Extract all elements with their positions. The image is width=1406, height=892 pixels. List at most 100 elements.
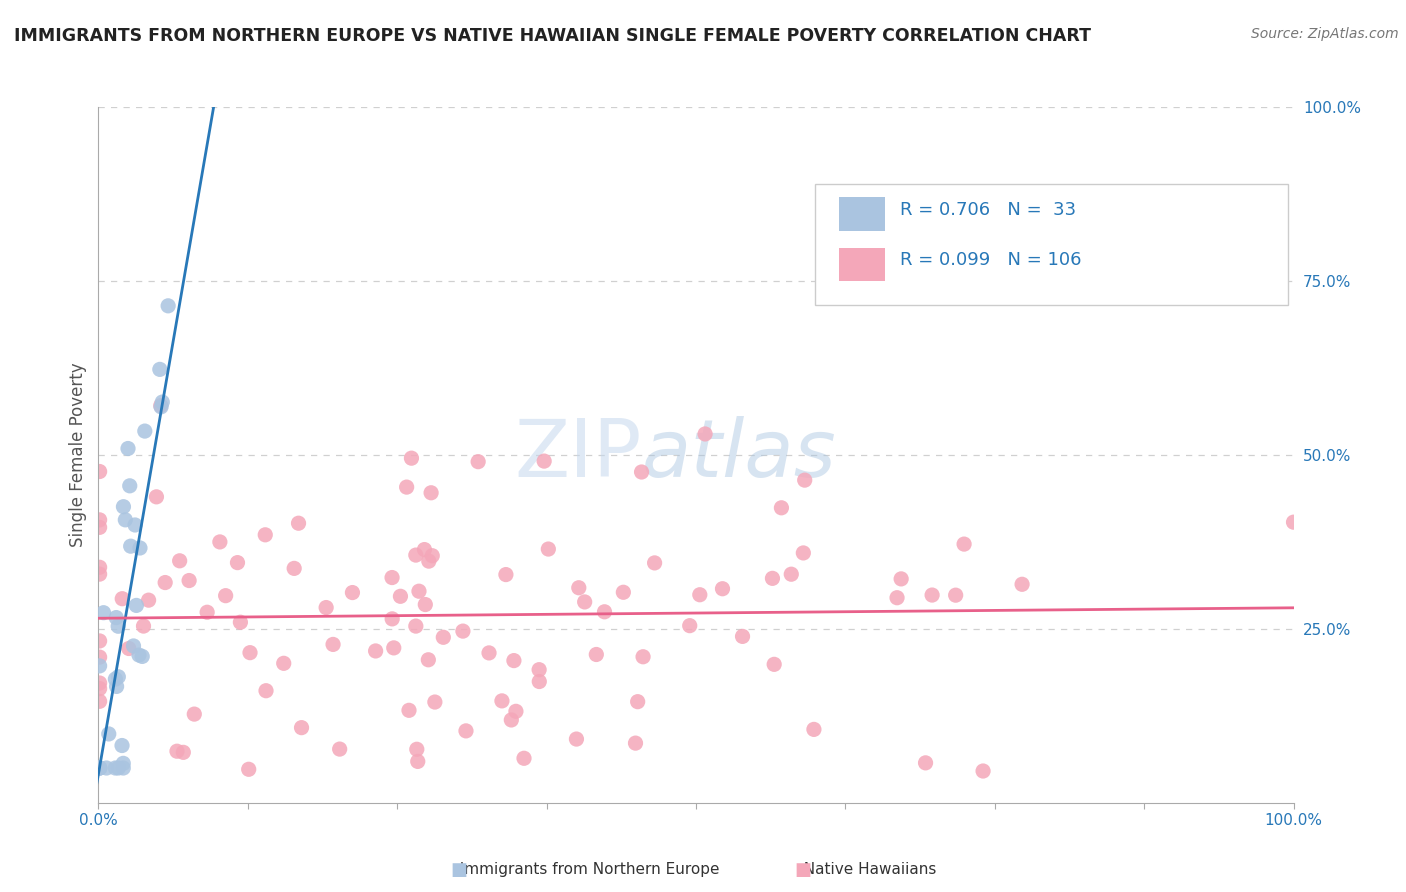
- Point: [89, 659, 111, 673]
- Point: [226, 556, 249, 570]
- Point: [423, 695, 446, 709]
- Point: [527, 663, 550, 677]
- Point: [89, 650, 111, 665]
- Point: [501, 713, 523, 727]
- Point: [420, 549, 443, 563]
- Point: [96, 761, 118, 775]
- Point: [208, 535, 231, 549]
- Point: [166, 744, 188, 758]
- Point: [273, 657, 295, 671]
- Point: [89, 513, 111, 527]
- Point: [1282, 515, 1305, 529]
- Point: [953, 537, 976, 551]
- Point: [315, 600, 337, 615]
- Point: [149, 399, 172, 413]
- Point: [107, 670, 129, 684]
- Point: [229, 615, 252, 630]
- Point: [239, 646, 262, 660]
- Point: [89, 465, 111, 479]
- Point: [921, 588, 943, 602]
- Point: [157, 299, 180, 313]
- Point: [761, 571, 783, 585]
- Point: [408, 584, 430, 599]
- Point: [731, 629, 754, 643]
- Point: [195, 605, 218, 619]
- Point: [478, 646, 501, 660]
- Point: [945, 588, 967, 602]
- Point: [89, 634, 111, 648]
- Point: [124, 518, 146, 533]
- Point: [627, 695, 650, 709]
- Point: [290, 721, 312, 735]
- Point: [763, 657, 786, 672]
- Point: [105, 610, 128, 624]
- Point: [503, 654, 526, 668]
- Point: [122, 639, 145, 653]
- Point: [1011, 577, 1033, 591]
- Point: [118, 641, 141, 656]
- Point: [238, 762, 260, 776]
- Point: [131, 649, 153, 664]
- Point: [214, 589, 236, 603]
- Point: [183, 707, 205, 722]
- Point: [129, 541, 152, 555]
- Point: [537, 542, 560, 557]
- Point: [406, 755, 429, 769]
- Point: [89, 520, 111, 534]
- Point: [364, 644, 387, 658]
- Point: [513, 751, 536, 765]
- Point: [533, 454, 555, 468]
- Text: Immigrants from Northern Europe: Immigrants from Northern Europe: [450, 863, 720, 877]
- Point: [89, 676, 111, 690]
- FancyBboxPatch shape: [815, 184, 1288, 305]
- Point: [972, 764, 994, 778]
- Text: ZIP: ZIP: [515, 416, 643, 494]
- Point: [89, 694, 111, 708]
- Y-axis label: Single Female Poverty: Single Female Poverty: [69, 363, 87, 547]
- Point: [624, 736, 647, 750]
- Point: [89, 560, 111, 574]
- Point: [432, 630, 454, 644]
- Point: [418, 554, 440, 568]
- Point: [89, 567, 111, 582]
- Point: [112, 500, 135, 514]
- Point: [132, 619, 155, 633]
- Point: [150, 395, 173, 409]
- Text: Source: ZipAtlas.com: Source: ZipAtlas.com: [1251, 27, 1399, 41]
- Point: [104, 672, 127, 686]
- Point: [679, 618, 702, 632]
- Point: [574, 595, 596, 609]
- Point: [420, 485, 443, 500]
- Point: [914, 756, 936, 770]
- Point: [322, 637, 344, 651]
- Point: [780, 567, 803, 582]
- Point: [405, 742, 427, 756]
- Point: [689, 588, 711, 602]
- Text: R = 0.706   N =  33: R = 0.706 N = 33: [900, 201, 1077, 219]
- Point: [342, 585, 364, 599]
- Point: [107, 761, 129, 775]
- Point: [153, 575, 176, 590]
- Point: [454, 723, 477, 738]
- Text: ■: ■: [450, 861, 467, 879]
- Point: [495, 567, 517, 582]
- Point: [150, 400, 173, 414]
- Point: [401, 451, 423, 466]
- Point: [405, 548, 427, 562]
- Point: [389, 590, 412, 604]
- Point: [283, 561, 305, 575]
- Point: [381, 612, 404, 626]
- Text: ■: ■: [794, 861, 811, 879]
- Point: [405, 619, 427, 633]
- Point: [145, 490, 167, 504]
- FancyBboxPatch shape: [839, 248, 884, 281]
- Point: [529, 674, 551, 689]
- Point: [179, 574, 201, 588]
- Point: [792, 546, 814, 560]
- Point: [111, 739, 134, 753]
- Point: [413, 598, 436, 612]
- Point: [382, 640, 405, 655]
- Point: [585, 648, 607, 662]
- Point: [112, 761, 135, 775]
- Point: [105, 680, 128, 694]
